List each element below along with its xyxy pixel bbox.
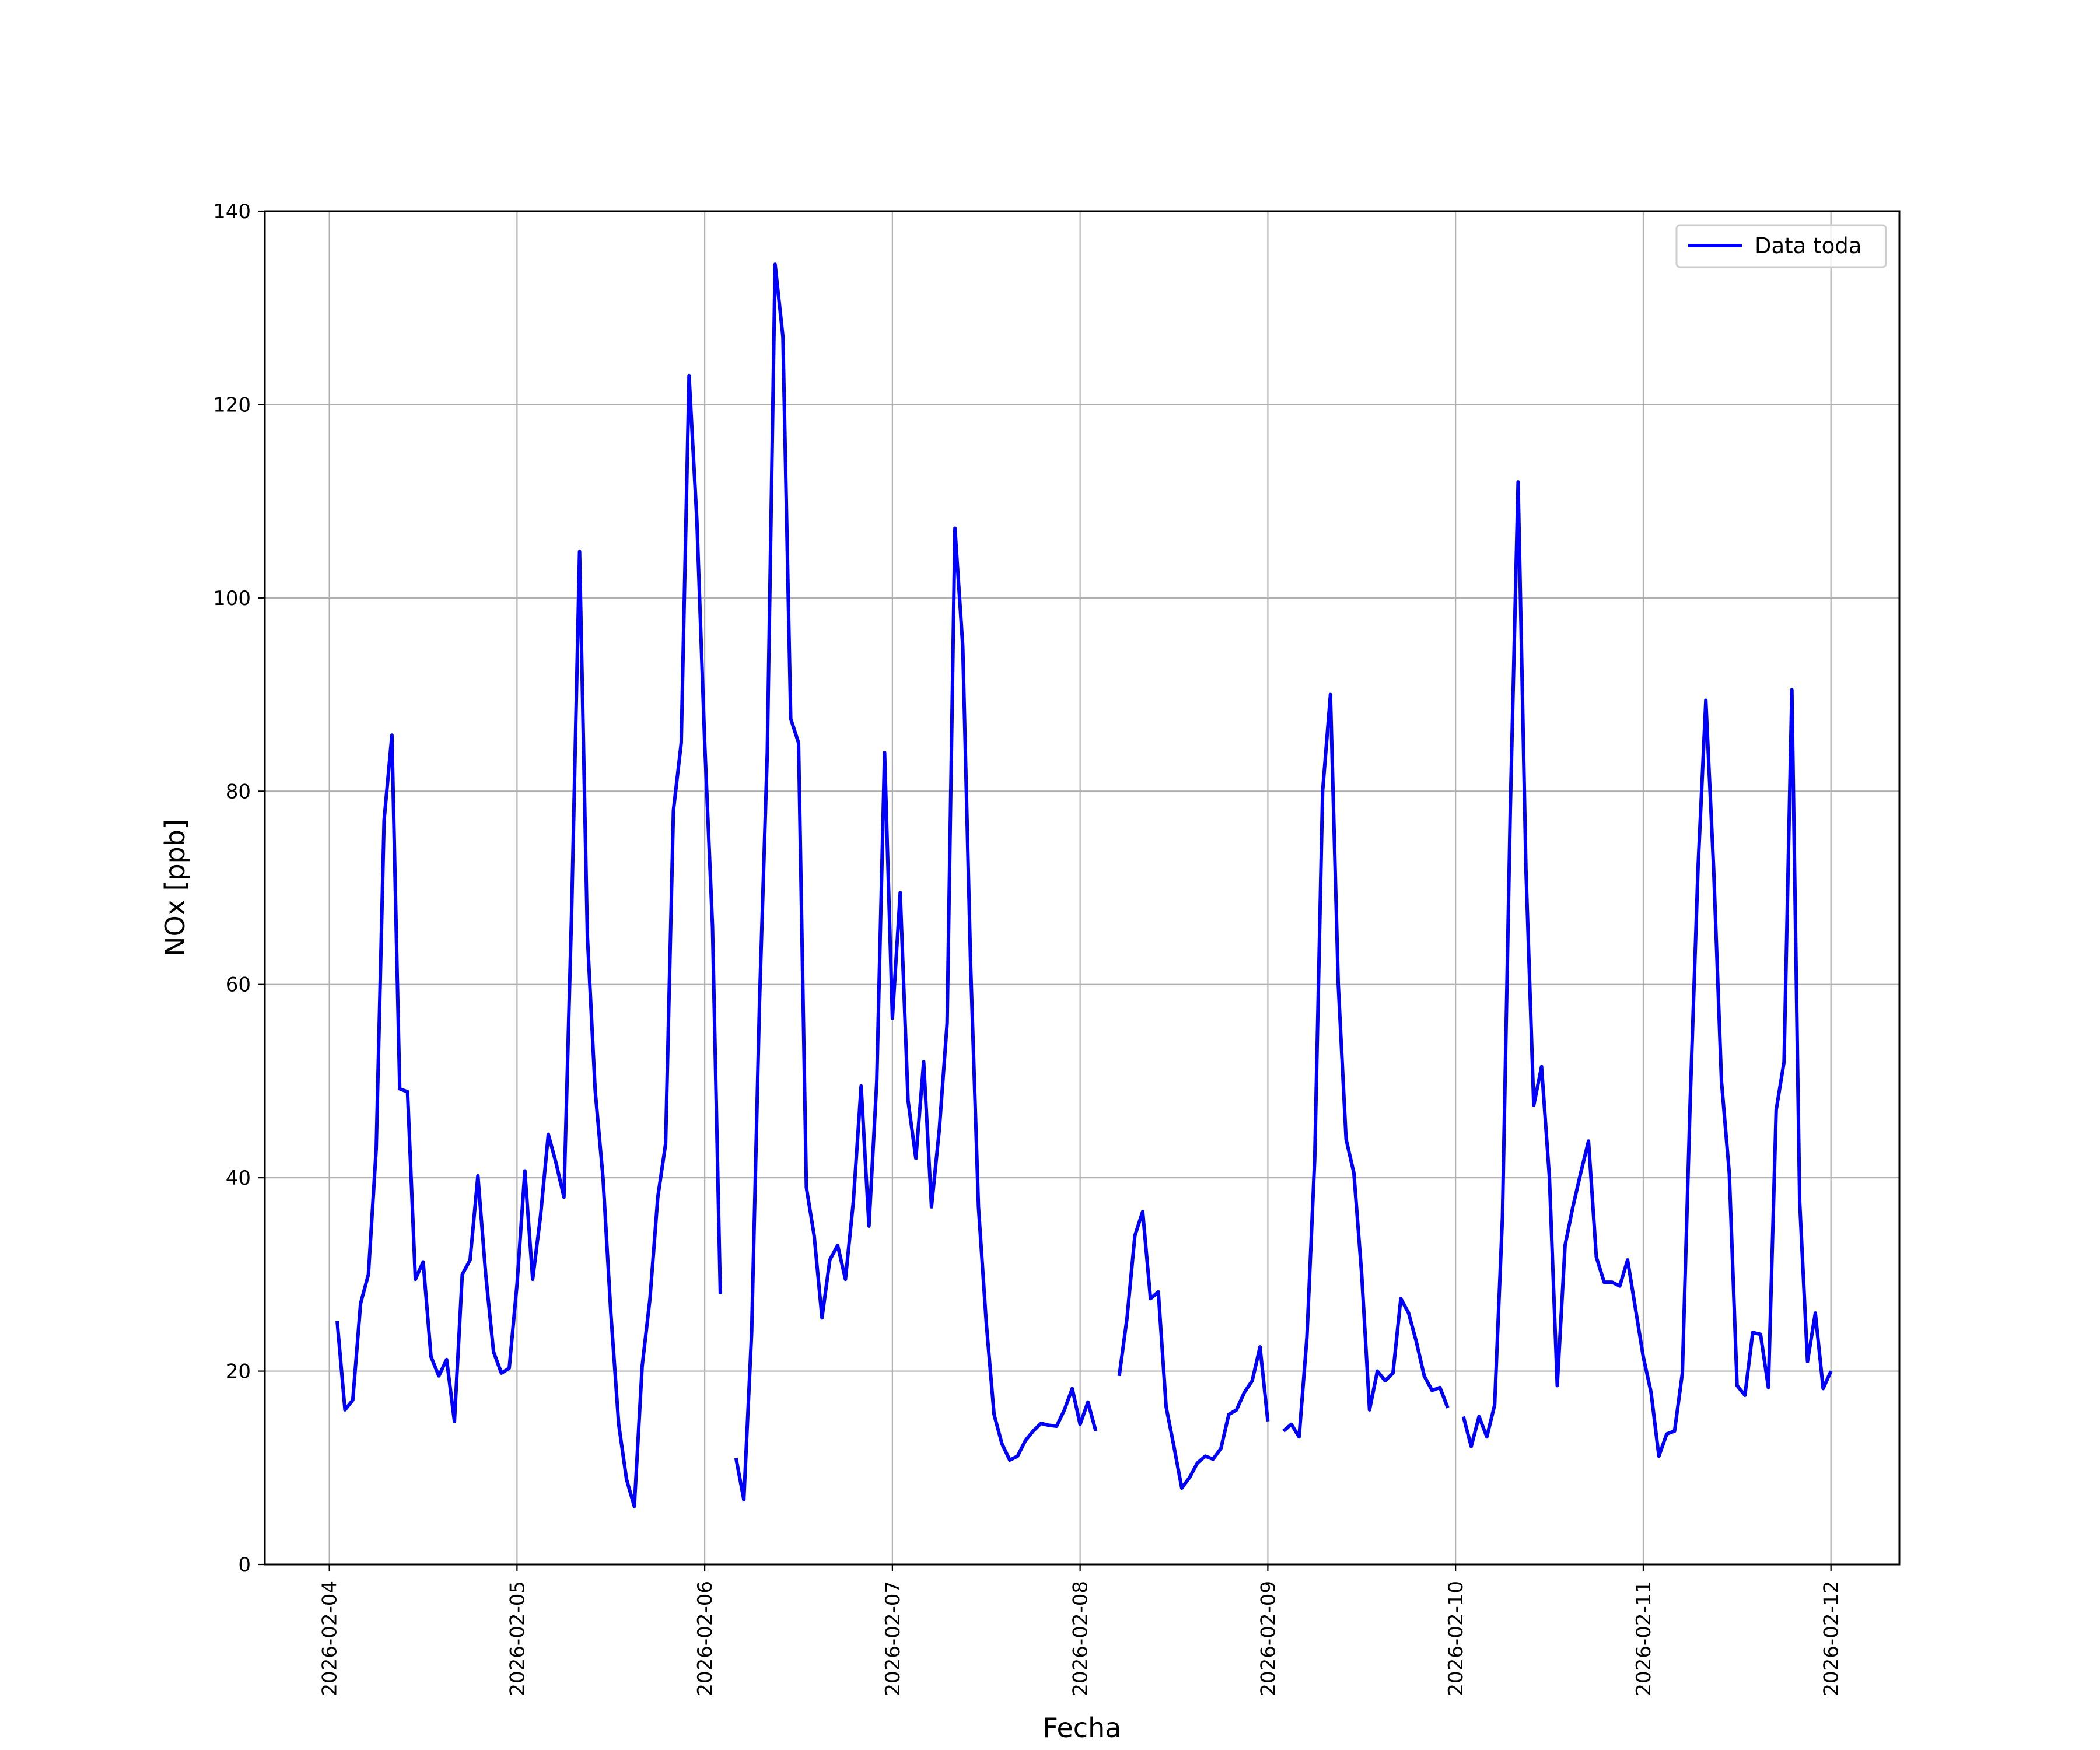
x-tick-label: 2026-02-07 [881,1581,905,1696]
x-tick-label: 2026-02-08 [1069,1581,1093,1696]
series-line-segment-0-0 [335,373,722,1508]
y-tick-label: 40 [226,1167,251,1190]
y-tick-label: 60 [226,974,251,997]
legend-box [1675,224,1887,268]
y-tick-label: 100 [213,587,251,610]
y-axis-title: NOx [ppb] [159,819,191,957]
series-line-segment-0-3 [1282,692,1450,1439]
series-layer [335,262,1833,1508]
x-tick-label: 2026-02-06 [694,1581,717,1696]
y-tick-label: 0 [238,1553,251,1577]
x-tick-label: 2026-02-12 [1820,1581,1843,1696]
y-tick-label: 140 [213,200,251,223]
legend: Data toda [1675,224,1887,268]
axes: 0 20 40 60 80 100 120 140 2026-02-04 2026-02-05 20… [213,200,1843,1696]
legend-label-data-toda: Data toda [1755,233,1861,258]
y-tick-label: 80 [226,780,251,803]
y-tick-label: 120 [213,393,251,416]
plot-area-frame [264,210,1901,1566]
series-line-segment-0-1 [734,262,1098,1502]
x-tick-label: 2026-02-11 [1632,1581,1656,1696]
x-tick-label: 2026-02-10 [1444,1581,1468,1696]
x-axis-title: Fecha [1043,1712,1122,1744]
grid [265,210,1899,1566]
x-tick-label: 2026-02-09 [1256,1581,1280,1696]
x-tick-label: 2026-02-04 [318,1581,342,1696]
x-tick-label: 2026-02-05 [506,1581,529,1696]
series-line-segment-0-4 [1461,480,1833,1458]
series-line-segment-0-2 [1117,1210,1270,1490]
y-tick-label: 20 [226,1360,251,1384]
